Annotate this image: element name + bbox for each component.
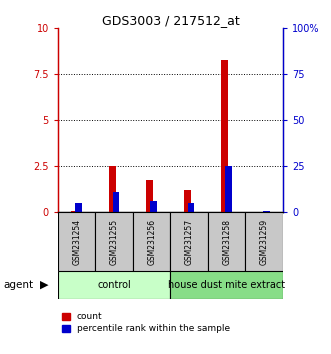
Text: GSM231257: GSM231257 [185,218,194,265]
Bar [95,212,133,271]
Bar [75,203,82,212]
Bar [263,211,269,212]
Text: GSM231259: GSM231259 [260,218,269,265]
Bar [71,211,78,212]
Bar [221,59,228,212]
Text: GSM231254: GSM231254 [72,218,81,265]
Bar [170,212,208,271]
Text: ▶: ▶ [40,280,49,290]
Text: GSM231256: GSM231256 [147,218,156,265]
Bar [58,271,170,299]
Title: GDS3003 / 217512_at: GDS3003 / 217512_at [102,14,239,27]
Bar [133,212,170,271]
Text: agent: agent [3,280,33,290]
Bar [208,212,246,271]
Bar [170,271,283,299]
Bar [184,190,191,212]
Text: GSM231258: GSM231258 [222,219,231,264]
Text: GSM231255: GSM231255 [110,218,119,265]
Bar [109,166,116,212]
Bar [246,212,283,271]
Bar [225,166,232,212]
Bar [146,180,153,212]
Bar [113,192,119,212]
Bar [150,201,157,212]
Text: control: control [97,280,131,290]
Bar [188,203,195,212]
Legend: count, percentile rank within the sample: count, percentile rank within the sample [63,313,230,333]
Bar [58,212,95,271]
Text: house dust mite extract: house dust mite extract [168,280,285,290]
